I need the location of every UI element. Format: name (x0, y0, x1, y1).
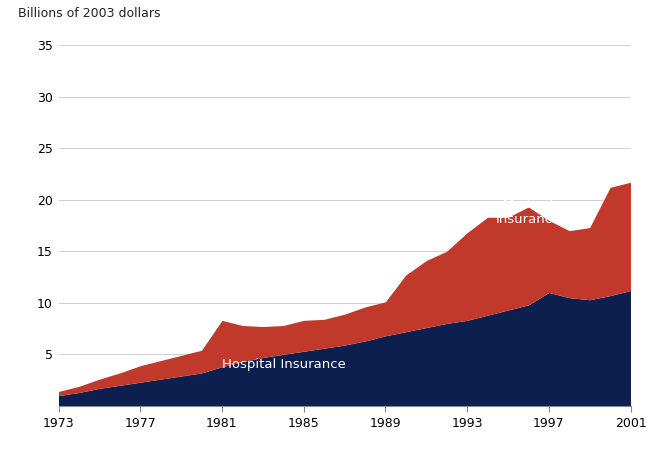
Text: Supplementary
Medical
Insurance: Supplementary Medical Insurance (477, 184, 580, 226)
Text: Hospital Insurance: Hospital Insurance (222, 358, 346, 371)
Text: Billions of 2003 dollars: Billions of 2003 dollars (18, 7, 161, 20)
